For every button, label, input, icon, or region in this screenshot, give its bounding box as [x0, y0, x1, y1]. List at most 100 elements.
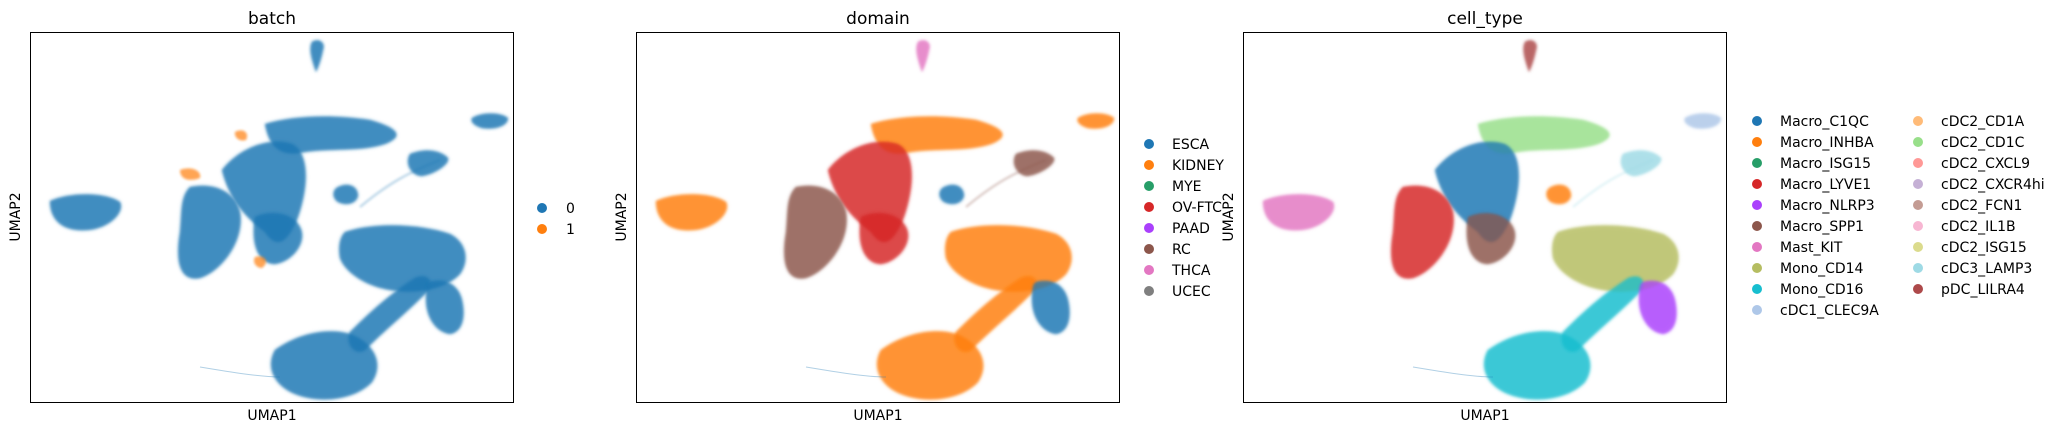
legend-marker-cdc2-cxcr4hi [1913, 179, 1923, 189]
cluster-left-arm [1391, 185, 1454, 279]
cluster-streak-bottom [1412, 366, 1494, 378]
legend-label-kidney: KIDNEY [1172, 158, 1224, 174]
cluster-diag-band [954, 276, 1037, 352]
legend-label-macro-lyve1: Macro_LYVE1 [1780, 177, 1871, 193]
legend-marker-mono-cd16 [1752, 284, 1762, 294]
panel-domain-xlabel: UMAP1 [853, 408, 902, 424]
cluster-streak-bottom [805, 366, 887, 378]
legend-label-paad: PAAD [1172, 221, 1210, 237]
legend-marker-esca [1144, 139, 1154, 149]
legend-label-thca: THCA [1171, 263, 1211, 279]
cluster-streak [965, 159, 1047, 208]
cluster-mid-small [333, 184, 358, 204]
panel-cell-type-title: cell_type [1447, 9, 1523, 29]
cluster-bottom-large [271, 331, 378, 400]
legend-label-esca: ESCA [1172, 137, 1210, 153]
legend-marker-macro-nlrp3 [1752, 200, 1762, 210]
legend-marker-1 [537, 224, 547, 234]
legend-label-macro-nlrp3: Macro_NLRP3 [1780, 198, 1875, 214]
legend-label-cdc2-cd1a: cDC2_CD1A [1941, 114, 2025, 130]
panel-domain-clusters [656, 40, 1114, 400]
legend-label-rc: RC [1172, 242, 1191, 258]
legend-marker-macro-inhba [1752, 137, 1762, 147]
legend-label-0: 0 [566, 201, 575, 217]
legend-label-pdc-lilra4: pDC_LILRA4 [1941, 282, 2025, 298]
cluster-top-tiny [310, 40, 324, 72]
cluster-mid-small [939, 184, 964, 204]
cluster-right-arm [1639, 280, 1677, 334]
legend-label-cdc2-cxcr4hi: cDC2_CXCR4hi [1941, 177, 2045, 193]
panel-domain-title: domain [846, 9, 910, 29]
cluster-far-right [1077, 113, 1114, 129]
cluster-top-center [1478, 116, 1610, 154]
legend-marker-mast-kit [1752, 242, 1762, 252]
legend-label-mast-kit: Mast_KIT [1780, 240, 1843, 256]
panel-cell-type-frame [1243, 32, 1727, 403]
cluster-left-arm [178, 185, 241, 279]
panel-cell-type-ylabel: UMAP2 [1221, 192, 1237, 241]
panel-batch: batch UMAP1 UMAP2 0 1 [8, 9, 575, 424]
legend-marker-cdc2-il1b [1913, 221, 1923, 231]
legend-marker-cdc2-isg15 [1913, 242, 1923, 252]
cluster-top-center [265, 116, 397, 154]
legend-marker-macro-spp1 [1752, 221, 1762, 231]
panel-batch-frame [30, 32, 514, 403]
batch1-patch-2 [253, 256, 266, 268]
legend-marker-rc [1144, 244, 1154, 254]
panel-batch-title: batch [248, 9, 296, 29]
legend-label-cdc2-isg15: cDC2_ISG15 [1941, 240, 2027, 256]
legend-marker-cdc1-clec9a [1752, 305, 1762, 315]
cluster-mid-lower [859, 213, 909, 264]
panel-batch-xlabel: UMAP1 [247, 408, 296, 424]
panel-domain-legend: ESCA KIDNEY MYE OV-FTC PAAD RC THCA UCEC [1144, 137, 1224, 300]
legend-label-ov-ftc: OV-FTC [1172, 200, 1222, 216]
cluster-far-right [1684, 113, 1721, 129]
panel-cell-type-legend: Macro_C1QC Macro_INHBA Macro_ISG15 Macro_LY… [1752, 114, 2045, 319]
legend-marker-thca [1144, 265, 1154, 275]
legend-label-cdc2-cxcl9: cDC2_CXCL9 [1941, 156, 2030, 172]
cluster-left-blob [1263, 194, 1334, 231]
legend-label-mono-cd16: Mono_CD16 [1780, 282, 1864, 298]
cluster-top-tiny [916, 40, 930, 72]
cluster-bottom-large [1484, 331, 1591, 400]
legend-marker-macro-c1qc [1752, 116, 1762, 126]
panel-cell-type: cell_type UMAP1 UMAP2 Macro_C1QC Macro_IN… [1221, 9, 2045, 424]
panel-batch-clusters [50, 40, 508, 400]
cluster-top-center [871, 116, 1003, 154]
cluster-far-right [471, 113, 508, 129]
cluster-top-tiny [1523, 40, 1537, 72]
legend-marker-mono-cd14 [1752, 263, 1762, 273]
cluster-left-arm [784, 185, 847, 279]
cluster-streak [359, 159, 441, 208]
legend-marker-0 [537, 203, 547, 213]
cluster-diag-band [1561, 276, 1644, 352]
legend-marker-cdc2-cd1a [1913, 116, 1923, 126]
panel-domain-frame [636, 32, 1120, 403]
cluster-streak [1572, 159, 1654, 208]
batch1-patch-1 [234, 130, 248, 141]
legend-marker-cdc2-cd1c [1913, 137, 1923, 147]
panel-domain-ylabel: UMAP2 [614, 192, 630, 241]
legend-label-cdc2-il1b: cDC2_IL1B [1941, 219, 2016, 235]
legend-marker-paad [1144, 223, 1154, 233]
panel-cell-type-clusters [1263, 40, 1721, 400]
cluster-right-arm [1032, 280, 1070, 334]
legend-marker-cdc2-cxcl9 [1913, 158, 1923, 168]
cluster-left-blob [50, 194, 121, 231]
legend-label-cdc1-clec9a: cDC1_CLEC9A [1780, 303, 1879, 319]
legend-marker-ov-ftc [1144, 202, 1154, 212]
legend-label-macro-spp1: Macro_SPP1 [1780, 219, 1864, 235]
cluster-diag-band [348, 276, 431, 352]
cluster-right-big [339, 225, 466, 292]
cluster-bottom-large [877, 331, 984, 400]
batch1-patch-0 [180, 168, 201, 180]
legend-marker-macro-lyve1 [1752, 179, 1762, 189]
legend-label-mye: MYE [1172, 179, 1201, 195]
legend-label-cdc2-cd1c: cDC2_CD1C [1941, 135, 2025, 151]
cluster-mid-small [1546, 184, 1571, 204]
cluster-right-arm [426, 280, 464, 334]
panel-cell-type-xlabel: UMAP1 [1460, 408, 1509, 424]
legend-label-mono-cd14: Mono_CD14 [1780, 261, 1864, 277]
legend-label-cdc2-fcn1: cDC2_FCN1 [1941, 198, 2022, 214]
